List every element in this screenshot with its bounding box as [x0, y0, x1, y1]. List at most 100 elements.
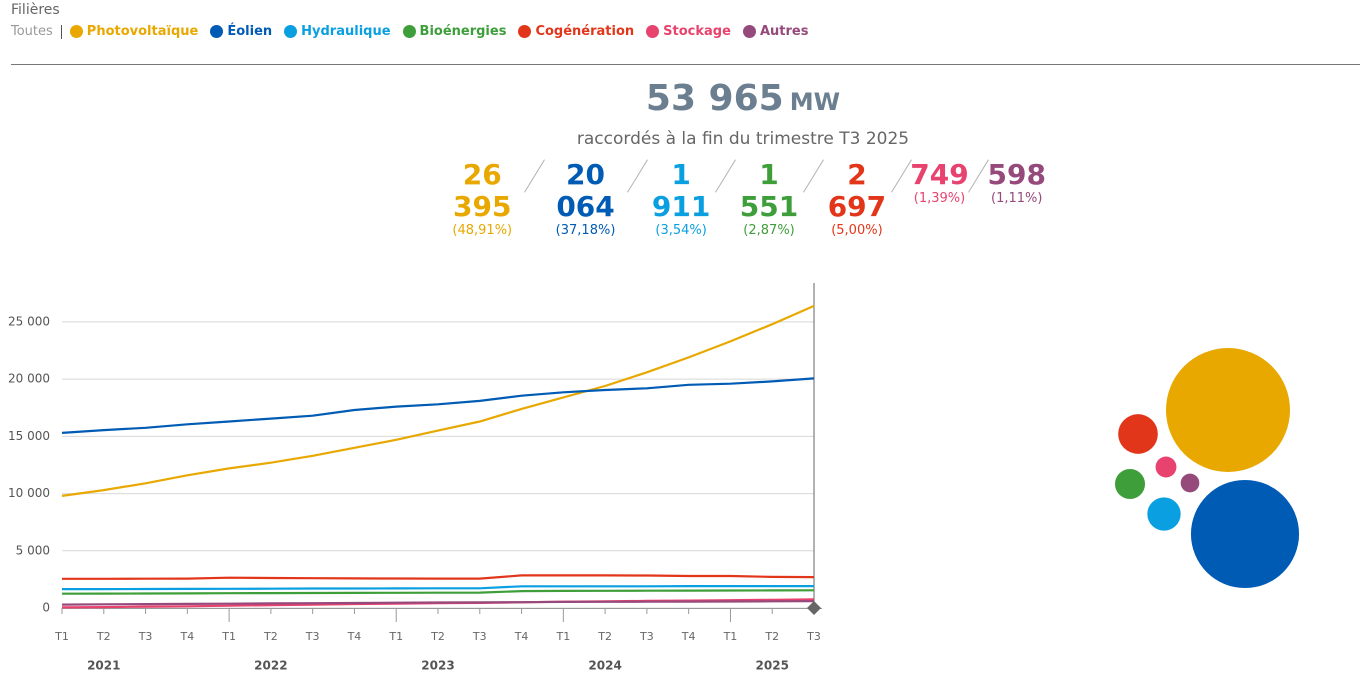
- summary-value: 2 697: [827, 158, 887, 223]
- total: 53 965 MW: [440, 78, 1046, 119]
- line-series: [61, 589, 815, 595]
- summary-item: 26 395 (48,91%): [440, 158, 524, 239]
- divider: [11, 64, 1360, 65]
- filter-dot: [646, 25, 660, 38]
- separator: [714, 159, 736, 193]
- x-tick-label: T1: [221, 630, 236, 643]
- total-unit: MW: [789, 88, 841, 116]
- summary-item: 2 697 (5,00%): [822, 158, 891, 239]
- separator: [626, 159, 648, 193]
- bubble: [1180, 473, 1200, 493]
- summary-item: 749 (1,39%): [910, 159, 968, 238]
- filter-dot: [518, 25, 532, 38]
- summary-value: 1 551: [739, 158, 799, 223]
- filter-name: Cogénération: [535, 24, 635, 39]
- summary-share: (1,39%): [913, 191, 966, 206]
- x-tick-label: T1: [555, 630, 570, 643]
- summary-value: 749: [910, 158, 969, 191]
- summary-share: (5,00%): [831, 223, 883, 238]
- summary: 53 965 MW raccordés à la fin du trimestre…: [440, 78, 1046, 238]
- x-tick-label: T1: [388, 630, 403, 643]
- bubble: [1118, 414, 1158, 454]
- summary-item: 1 911 (3,54%): [647, 159, 716, 239]
- x-tick-label: T2: [597, 630, 612, 643]
- x-tick-label: T2: [764, 630, 779, 643]
- filter-bar: Filières Toutes Photovoltaïque Éolien Hydr…: [11, 2, 820, 39]
- y-tick-label: 0: [42, 601, 50, 615]
- separator: [967, 159, 989, 193]
- x-tick-label: T4: [347, 630, 362, 643]
- filter-name: Photovoltaïque: [86, 24, 199, 39]
- filter-name: Éolien: [227, 24, 273, 39]
- filter-dot: [742, 25, 756, 38]
- filter-row: Toutes Photovoltaïque Éolien Hydraulique Bi…: [11, 24, 820, 39]
- summary-value: 598: [987, 158, 1046, 191]
- filter-item[interactable]: Photovoltaïque: [69, 24, 199, 39]
- filter-dot: [210, 25, 224, 38]
- current-marker: [807, 601, 821, 615]
- filter-item[interactable]: Bioénergies: [402, 24, 507, 39]
- x-tick-label: T3: [305, 630, 320, 643]
- year-label: 2023: [421, 659, 454, 673]
- x-tick-label: T4: [681, 630, 696, 643]
- separator: [890, 159, 912, 193]
- summary-item: 1 551 (2,87%): [734, 158, 803, 239]
- filter-dot: [402, 25, 416, 38]
- y-tick-label: 20 000: [8, 372, 50, 386]
- filter-name: Stockage: [663, 24, 731, 39]
- year-label: 2022: [254, 659, 287, 673]
- bubble: [1147, 497, 1181, 531]
- filter-item[interactable]: Stockage: [646, 24, 731, 39]
- y-tick-label: 25 000: [8, 314, 50, 328]
- x-tick-label: T4: [514, 630, 529, 643]
- filter-label: Filières: [11, 2, 60, 18]
- filter-item[interactable]: Éolien: [210, 24, 272, 39]
- filter-item[interactable]: Hydraulique: [284, 24, 391, 39]
- y-tick-label: 5 000: [16, 543, 50, 557]
- separator: [523, 159, 545, 193]
- x-tick-label: T3: [472, 630, 487, 643]
- year-label: 2025: [756, 659, 789, 673]
- line-series: [61, 304, 815, 497]
- summary-items: 26 395 (48,91%) 20 064 (37,18%) 1 911 (3,54%)…: [440, 158, 1046, 239]
- year-label: 2021: [87, 659, 120, 673]
- bubble: [1114, 468, 1146, 500]
- x-tick-label: T3: [138, 630, 153, 643]
- filter-item[interactable]: Autres: [742, 24, 809, 39]
- line-series: [61, 377, 815, 434]
- filter-all[interactable]: Toutes: [11, 24, 62, 39]
- x-tick-label: T4: [179, 630, 194, 643]
- y-tick-label: 15 000: [8, 429, 50, 443]
- filter-name: Autres: [759, 24, 809, 39]
- filter-name: Hydraulique: [301, 24, 391, 39]
- bubble: [1190, 479, 1300, 589]
- line-series: [61, 598, 815, 609]
- line-series: [62, 574, 815, 580]
- line-series: [62, 585, 814, 591]
- filter-item[interactable]: Cogénération: [518, 24, 634, 39]
- x-tick-label: T1: [723, 630, 738, 643]
- summary-share: (37,18%): [555, 223, 616, 238]
- summary-share: (1,11%): [991, 191, 1043, 206]
- summary-value: 26 395: [453, 158, 512, 223]
- x-tick-label: T2: [96, 630, 111, 643]
- separator: [802, 159, 824, 193]
- bubble: [1155, 456, 1177, 478]
- summary-item: 598 (1,11%): [988, 159, 1046, 238]
- filter-dot: [69, 25, 83, 38]
- summary-value: 20 064: [556, 158, 615, 223]
- x-tick-label: T3: [806, 630, 821, 643]
- caption: raccordés à la fin du trimestre T3 2025: [576, 129, 910, 149]
- summary-item: 20 064 (37,18%): [543, 158, 627, 239]
- year-label: 2024: [588, 659, 621, 673]
- summary-share: (48,91%): [452, 223, 513, 238]
- line-series: [61, 600, 815, 606]
- filter-dot: [284, 25, 298, 38]
- y-tick-label: 10 000: [8, 486, 50, 500]
- x-tick-label: T2: [263, 630, 278, 643]
- summary-share: (2,87%): [743, 223, 795, 238]
- bubble: [1166, 348, 1290, 472]
- filter-name: Bioénergies: [419, 24, 507, 39]
- x-tick-label: T2: [430, 630, 445, 643]
